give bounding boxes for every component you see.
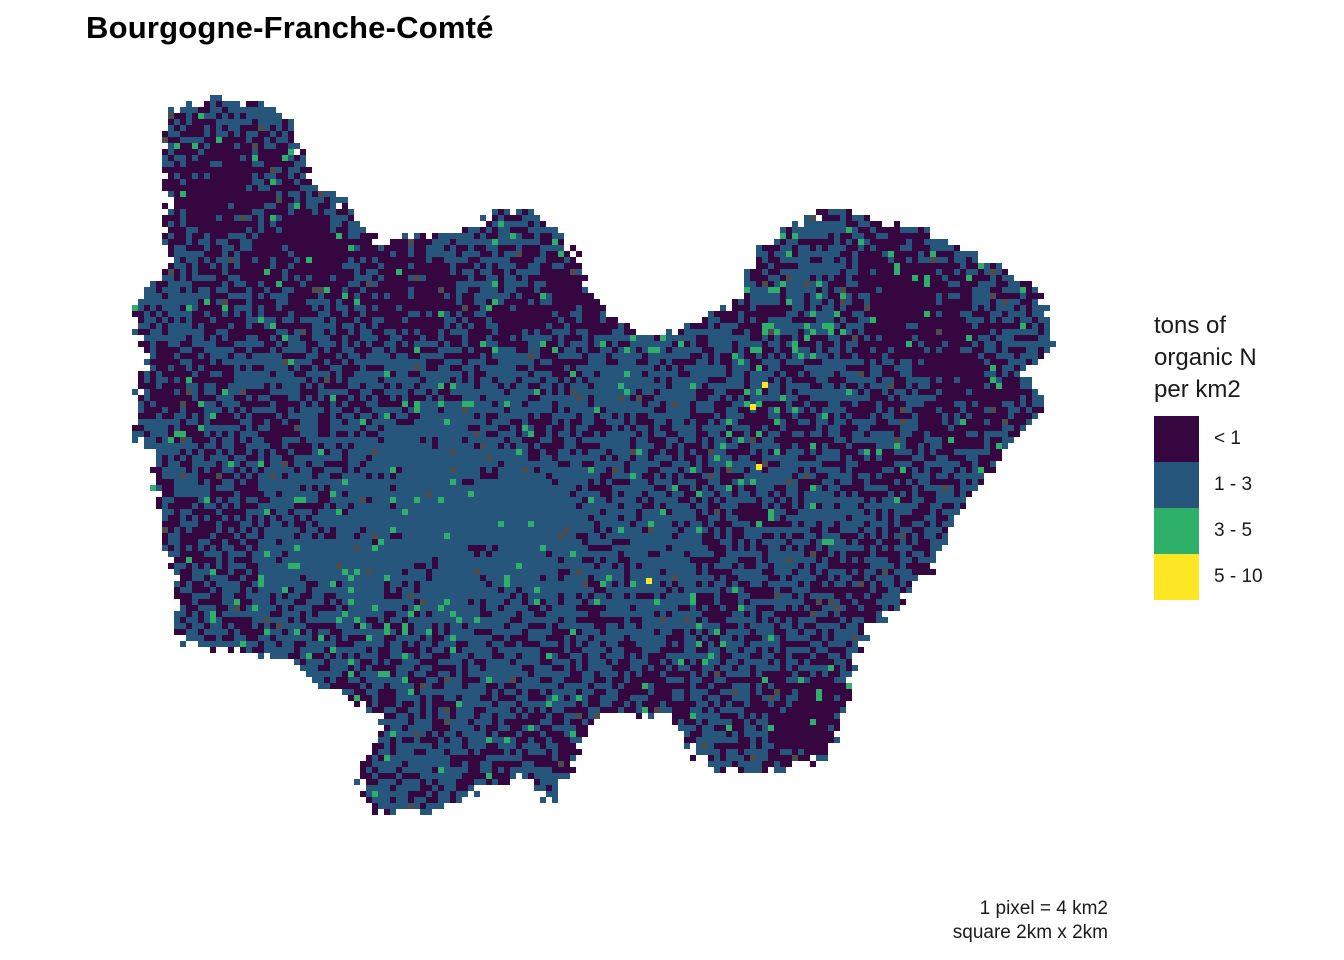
map-caption: 1 pixel = 4 km2 square 2km x 2km <box>953 897 1108 945</box>
legend-title-line-3: per km2 <box>1154 376 1241 403</box>
legend-swatch-3-5 <box>1154 508 1199 554</box>
legend-key-3-5: 3 - 5 <box>1154 508 1334 554</box>
legend-title: tons of organic N per km2 <box>1154 310 1334 406</box>
map-title: Bourgogne-Franche-Comté <box>86 10 494 45</box>
legend-swatch-lt1 <box>1154 416 1199 462</box>
legend-key-1-3: 1 - 3 <box>1154 462 1334 508</box>
legend-key-5-10: 5 - 10 <box>1154 554 1334 600</box>
legend-label-lt1: < 1 <box>1214 428 1241 449</box>
legend-title-line-2: organic N <box>1154 344 1257 371</box>
legend-label-5-10: 5 - 10 <box>1214 566 1263 587</box>
legend: tons of organic N per km2 < 1 1 - 3 3 - … <box>1154 310 1334 600</box>
legend-swatch-1-3 <box>1154 462 1199 508</box>
raster-cells <box>132 95 1056 815</box>
caption-square-size: square 2km x 2km <box>952 922 1108 943</box>
legend-label-1-3: 1 - 3 <box>1214 474 1253 495</box>
legend-title-line-1: tons of <box>1154 312 1227 339</box>
legend-keys: < 1 1 - 3 3 - 5 5 - 10 <box>1154 416 1334 600</box>
legend-key-lt1: < 1 <box>1154 416 1334 462</box>
legend-swatch-5-10 <box>1154 554 1199 600</box>
legend-label-3-5: 3 - 5 <box>1214 520 1253 541</box>
caption-pixel-size: 1 pixel = 4 km2 <box>979 898 1108 919</box>
